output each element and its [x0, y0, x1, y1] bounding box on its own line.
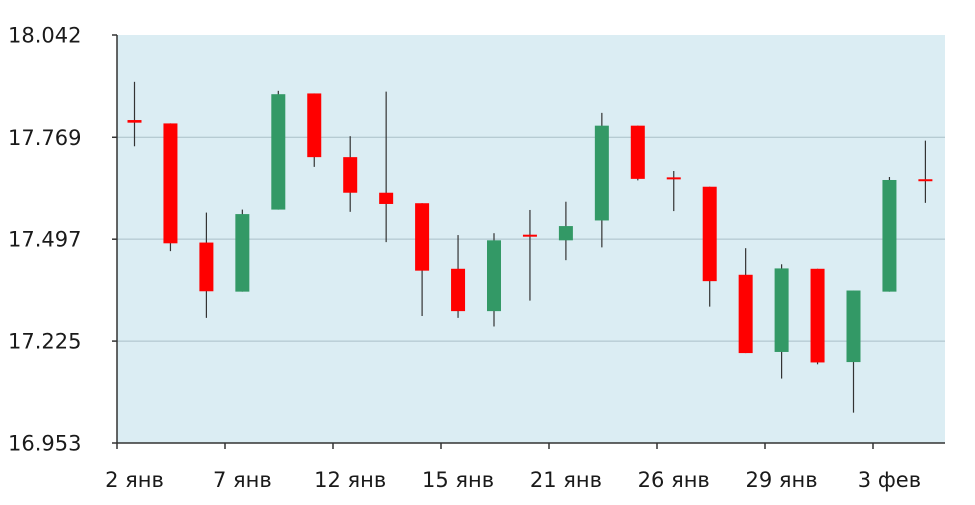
candle-body — [774, 268, 789, 352]
x-axis-ticks: 2 янв 7 янв 12 янв 15 янв 21 янв 26 янв 29 янв… — [105, 443, 921, 492]
candle — [630, 125, 645, 181]
candle-body — [343, 157, 358, 193]
candle — [738, 248, 753, 354]
y-tick-label: 17.225 — [8, 330, 81, 354]
candle — [774, 264, 789, 379]
candle — [918, 140, 933, 203]
candle — [451, 235, 466, 318]
candle-body — [882, 179, 897, 292]
candle — [666, 171, 681, 212]
gridlines — [117, 136, 945, 342]
candle-body — [630, 125, 645, 179]
candle-body — [199, 242, 214, 292]
candle-body — [594, 125, 609, 221]
y-tick-label: 16.953 — [8, 432, 81, 456]
candle — [199, 212, 214, 318]
x-tick-label: 7 янв — [213, 468, 272, 492]
candle — [522, 209, 537, 301]
candle-body — [307, 93, 322, 158]
candle-body — [451, 268, 466, 312]
candle-body — [666, 177, 681, 180]
x-tick-label: 12 янв — [314, 468, 386, 492]
candle-body — [487, 240, 501, 312]
candle-body — [379, 192, 394, 204]
candle — [846, 290, 861, 413]
candle-body — [810, 268, 825, 363]
candle-body — [738, 274, 753, 354]
candle — [558, 201, 573, 261]
candle — [127, 81, 142, 147]
y-tick-label: 17.769 — [8, 126, 81, 150]
candle-body — [522, 234, 537, 237]
candle-body — [235, 214, 250, 292]
candle-body — [702, 186, 717, 282]
candle-body — [558, 226, 573, 241]
candle-body — [415, 203, 430, 271]
candle — [415, 203, 430, 316]
candle-body — [127, 120, 142, 123]
candle — [379, 91, 394, 243]
candle — [271, 90, 286, 210]
candles — [127, 81, 933, 413]
candle — [594, 112, 609, 248]
candle-body — [163, 123, 178, 244]
x-tick-label: 15 янв — [422, 468, 494, 492]
candle — [307, 93, 322, 167]
x-tick-label: 3 фев — [858, 468, 921, 492]
candle — [235, 209, 250, 292]
candle — [487, 233, 501, 327]
x-tick-label: 26 янв — [638, 468, 710, 492]
y-tick-label: 17.497 — [8, 228, 81, 252]
candle-body — [846, 290, 861, 363]
x-tick-label: 21 янв — [530, 468, 602, 492]
y-tick-label: 18.042 — [8, 24, 81, 48]
y-axis-ticks: 18.042 17.769 17.497 17.225 16.953 — [8, 24, 117, 456]
candle-body — [271, 94, 286, 210]
candle — [163, 123, 178, 252]
candle — [702, 186, 717, 307]
candle-body — [918, 179, 933, 182]
x-tick-label: 2 янв — [105, 468, 164, 492]
candle — [343, 136, 358, 212]
x-tick-label: 29 янв — [746, 468, 818, 492]
candle — [810, 268, 825, 365]
candle — [882, 176, 897, 292]
